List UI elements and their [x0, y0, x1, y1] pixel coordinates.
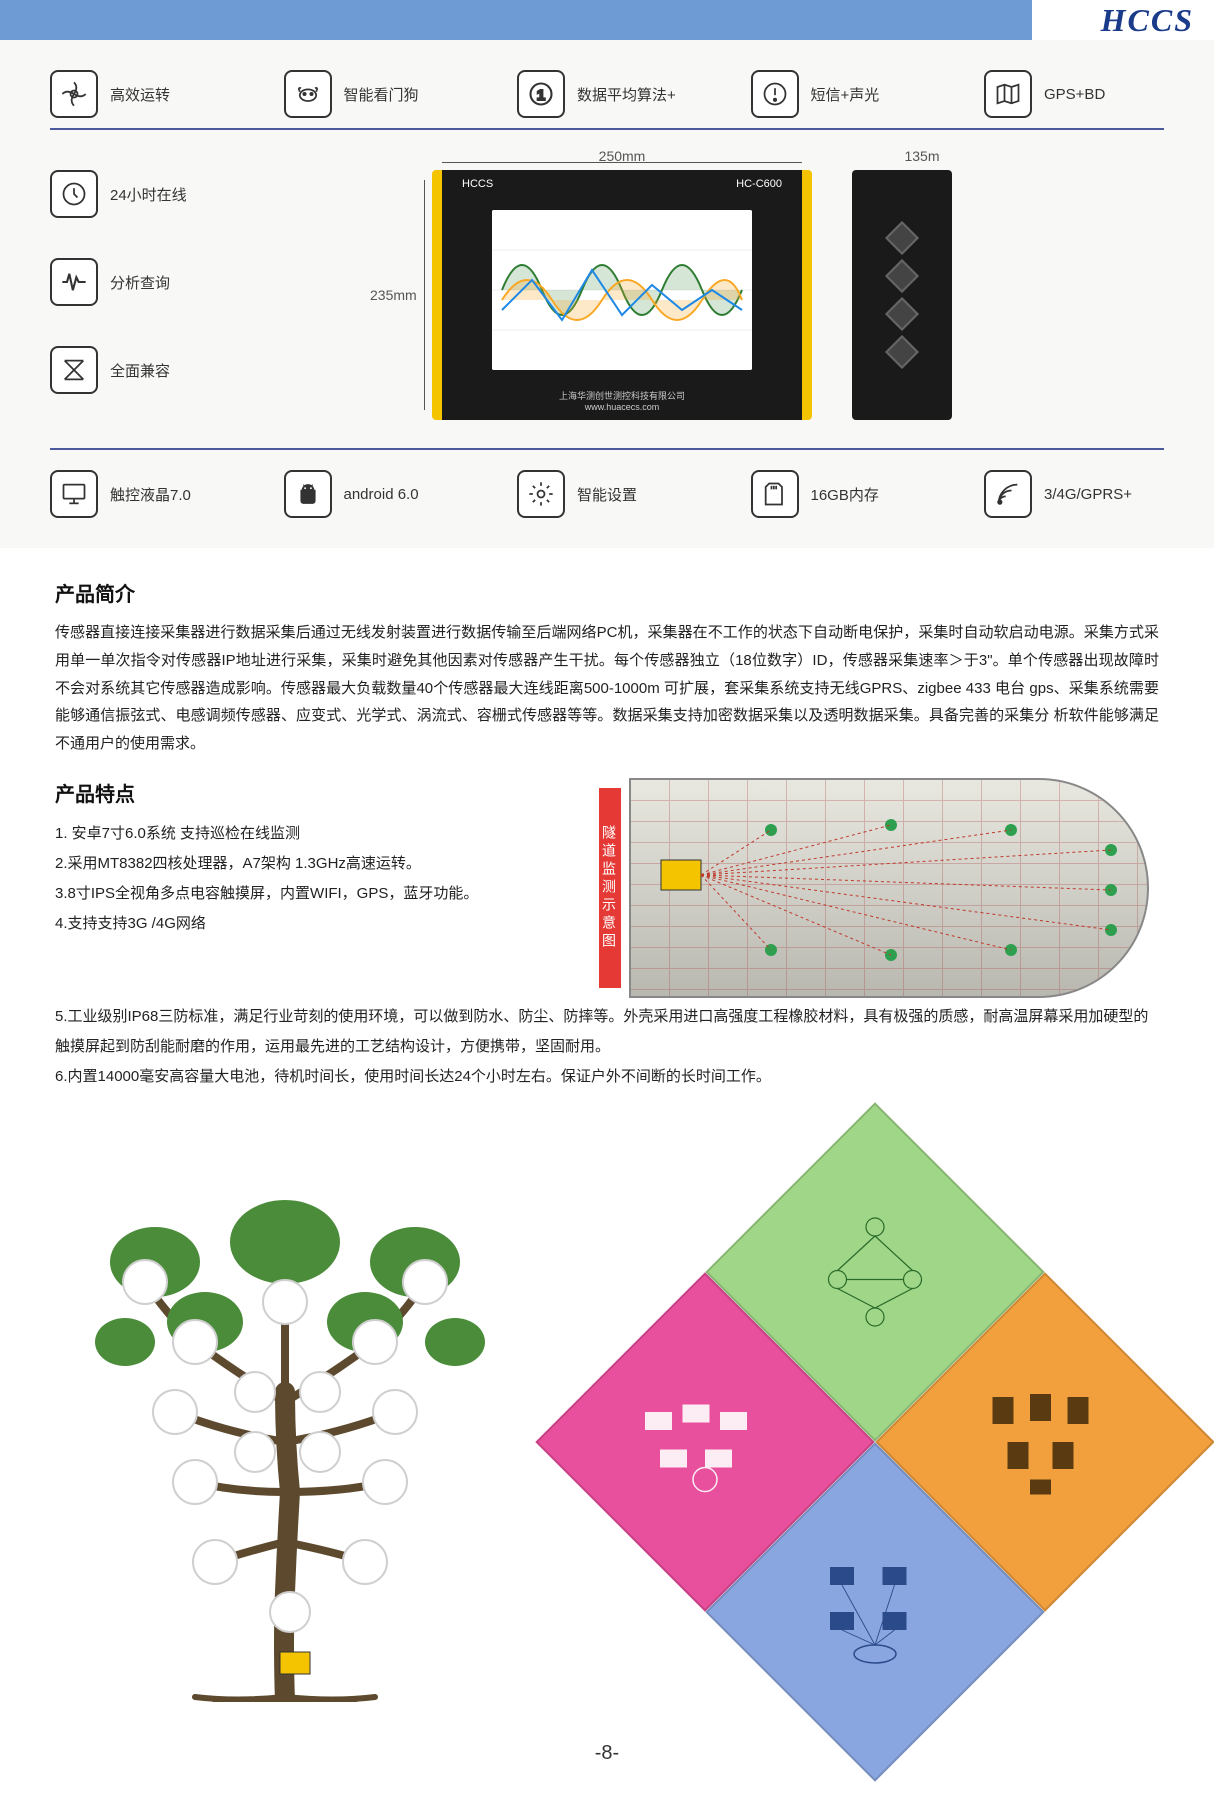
device-brand: HCCS — [462, 178, 493, 190]
feature-item: 3/4G/GPRS+ — [984, 470, 1164, 518]
diamonds-diagram — [565, 1142, 1159, 1702]
feature-label: 数据平均算法+ — [577, 84, 676, 105]
side-features: 24小时在线 分析查询 全面兼容 — [50, 170, 230, 394]
divider — [50, 128, 1164, 130]
intro-body: 传感器直接连接采集器进行数据采集后通过无线发射装置进行数据传输至后端网络PC机，… — [55, 619, 1159, 758]
feature-item: 高效运转 — [50, 70, 230, 118]
device-area: 250mm 235mm HCCS HC-C600 — [260, 170, 1164, 420]
dim-bracket — [424, 180, 432, 410]
feature-list-item: 5.工业级别IP68三防标准，满足行业苛刻的使用环境，可以做到防水、防尘、防摔等… — [55, 1002, 1159, 1062]
features-text: 产品特点 1. 安卓7寸6.0系统 支持巡检在线监测2.采用MT8382四核处理… — [55, 778, 579, 998]
feature-label: 3/4G/GPRS+ — [1044, 486, 1132, 503]
top-stripe: HCCS — [0, 0, 1214, 40]
svg-text:1: 1 — [537, 87, 545, 104]
features-title: 产品特点 — [55, 778, 579, 807]
content-area: 产品简介 传感器直接连接采集器进行数据采集后通过无线发射装置进行数据传输至后端网… — [0, 548, 1214, 1122]
feature-label: 触控液晶7.0 — [110, 484, 191, 505]
device-port — [885, 221, 919, 255]
compat-icon — [50, 346, 98, 394]
features-block: 产品特点 1. 安卓7寸6.0系统 支持巡检在线监测2.采用MT8382四核处理… — [55, 778, 1159, 998]
feature-list-item: 4.支持支持3G /4G网络 — [55, 909, 579, 939]
feature-label: 分析查询 — [110, 272, 170, 293]
feature-list: 1. 安卓7寸6.0系统 支持巡检在线监测2.采用MT8382四核处理器，A7架… — [55, 819, 579, 939]
device-footer: 上海华测创世测控科技有限公司 www.huacecs.com — [442, 389, 802, 412]
feature-item: 智能设置 — [517, 470, 697, 518]
feature-label: 智能设置 — [577, 484, 637, 505]
feature-list-item: 2.采用MT8382四核处理器，A7架构 1.3GHz高速运转。 — [55, 849, 579, 879]
circle-one-icon: 1 — [517, 70, 565, 118]
tunnel-body — [629, 778, 1149, 998]
feature-item: 全面兼容 — [50, 346, 230, 394]
device-company: 上海华测创世测控科技有限公司 — [442, 389, 802, 402]
device-port — [885, 259, 919, 293]
intro-title: 产品简介 — [55, 578, 1159, 607]
feature-item: 触控液晶7.0 — [50, 470, 230, 518]
alert-icon — [751, 70, 799, 118]
clock-icon — [50, 170, 98, 218]
device-body: HCCS HC-C600 — [432, 170, 812, 420]
feature-item: android 6.0 — [284, 470, 464, 518]
feature-label: android 6.0 — [344, 486, 419, 503]
feature-item: GPS+BD — [984, 70, 1164, 118]
device-side-body — [852, 170, 952, 420]
feature-label: GPS+BD — [1044, 86, 1105, 103]
wave-icon — [50, 258, 98, 306]
signal-icon — [984, 470, 1032, 518]
feature-label: 高效运转 — [110, 84, 170, 105]
diamond-content — [771, 1508, 979, 1716]
tree-diagram — [55, 1142, 535, 1702]
feature-label: 全面兼容 — [110, 360, 170, 381]
device-port — [885, 297, 919, 331]
feature-label: 16GB内存 — [811, 484, 879, 505]
device-model: HC-C600 — [736, 178, 782, 190]
feature-label: 24小时在线 — [110, 184, 187, 205]
device-row: 24小时在线 分析查询 全面兼容 250mm 235mm — [50, 150, 1164, 440]
dog-icon — [284, 70, 332, 118]
tunnel-label: 隧道监测示意图 — [599, 788, 621, 988]
feature-label: 智能看门狗 — [344, 84, 419, 105]
feature-row-bottom: 触控液晶7.0 android 6.0 智能设置 16GB内存 3/4G/GPR… — [50, 470, 1164, 518]
tunnel-diagram: 隧道监测示意图 — [599, 778, 1159, 998]
brand-logo: HCCS — [1101, 2, 1194, 39]
page-number: -8- — [0, 1732, 1214, 1785]
feature-item: 分析查询 — [50, 258, 230, 306]
monitor-icon — [50, 470, 98, 518]
bottom-graphics — [0, 1122, 1214, 1732]
android-icon — [284, 470, 332, 518]
feature-item: 24小时在线 — [50, 170, 230, 218]
map-icon — [984, 70, 1032, 118]
gear-icon — [517, 470, 565, 518]
feature-item: 1 数据平均算法+ — [517, 70, 697, 118]
sd-icon — [751, 470, 799, 518]
feature-item: 短信+声光 — [751, 70, 931, 118]
feature-item: 智能看门狗 — [284, 70, 464, 118]
device-screen — [492, 210, 752, 370]
feature-row-top: 高效运转 智能看门狗 1 数据平均算法+ 短信+声光 GPS+BD — [50, 70, 1164, 118]
feature-item: 16GB内存 — [751, 470, 931, 518]
feature-list-item: 1. 安卓7寸6.0系统 支持巡检在线监测 — [55, 819, 579, 849]
device-port — [885, 335, 919, 369]
dimension-height: 235mm — [370, 287, 417, 303]
feature-label: 短信+声光 — [811, 84, 880, 105]
feature-list-item: 3.8寸IPS全视角多点电容触摸屏，内置WIFI，GPS，蓝牙功能。 — [55, 879, 579, 909]
dimension-depth: 135m — [904, 148, 939, 164]
device-front-view: 250mm 235mm HCCS HC-C600 — [432, 170, 812, 420]
device-side-view: 135m — [852, 170, 992, 420]
feature-section: 高效运转 智能看门狗 1 数据平均算法+ 短信+声光 GPS+BD — [0, 40, 1214, 548]
divider — [50, 448, 1164, 450]
feature-list-item: 6.内置14000毫安高容量大电池，待机时间长，使用时间长达24个小时左右。保证… — [55, 1062, 1159, 1092]
fan-icon — [50, 70, 98, 118]
feature-list-wide: 5.工业级别IP68三防标准，满足行业苛刻的使用环境，可以做到防水、防尘、防摔等… — [55, 1002, 1159, 1092]
dim-bracket — [442, 162, 802, 170]
device-url: www.huacecs.com — [442, 402, 802, 412]
